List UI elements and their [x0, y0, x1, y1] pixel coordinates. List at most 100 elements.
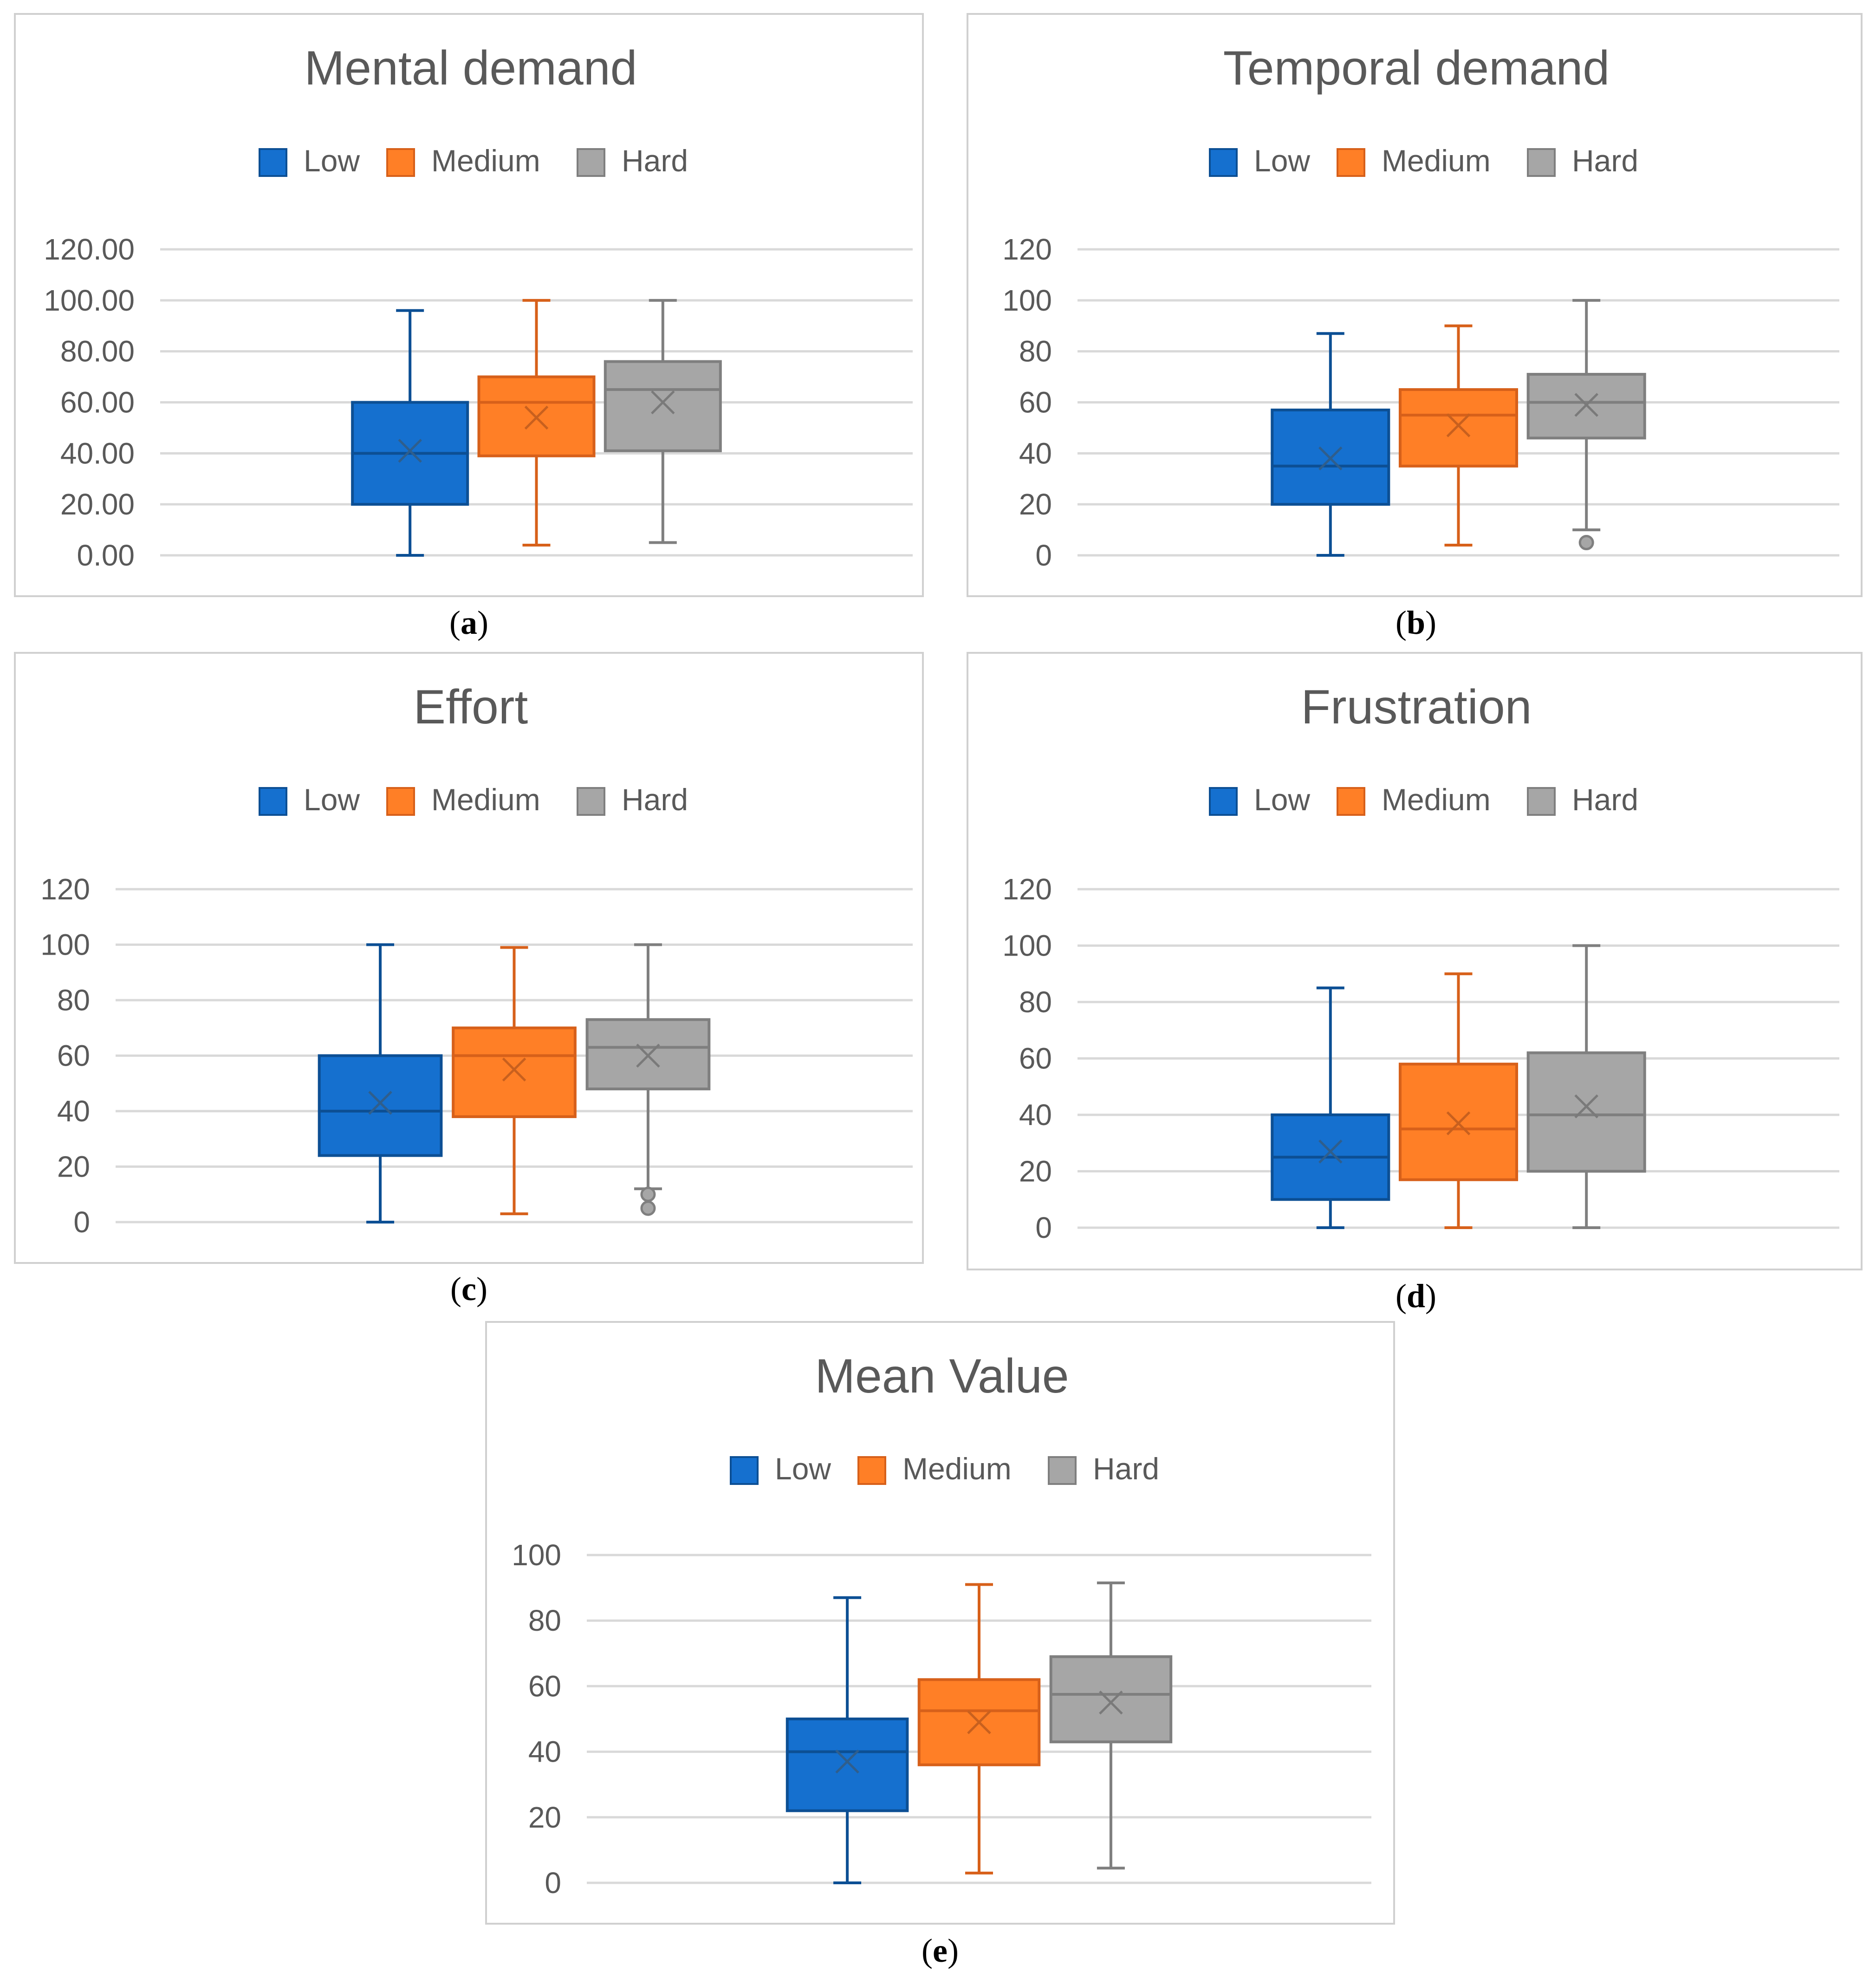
box-hard [1526, 1051, 1646, 1173]
chart-panel-a: Mental demand Low Medium Hard 0.00 20.00 40.00… [14, 13, 924, 597]
chart-svg-d: Frustration Low Medium Hard 0 20 40 60 80 100 120 [1002, 680, 1839, 1244]
mean-marker-low [1318, 1139, 1343, 1164]
caption-b: (b) [1395, 604, 1436, 641]
y-tick-label: 40 [1019, 1098, 1052, 1132]
chart-panel-c: Effort Low Medium Hard 0 20 40 60 80 100 120 [14, 652, 924, 1264]
y-tick-label: 60.00 [60, 386, 135, 419]
legend-label-low: Low [304, 143, 360, 178]
y-tick-label: 40 [1019, 436, 1052, 470]
legend-swatch-hard [577, 148, 605, 177]
mean-marker-hard [1574, 1094, 1598, 1119]
y-tick-label: 120 [40, 872, 90, 906]
legend-swatch-hard [1048, 1456, 1077, 1485]
chart-panel-d: Frustration Low Medium Hard 0 20 40 60 80 100 120 [967, 652, 1863, 1270]
chart-panel-e: Mean Value Low Medium Hard 0 20 40 60 80 100 [485, 1321, 1395, 1925]
mean-marker-low [1318, 446, 1343, 471]
legend-label-hard: Hard [1572, 143, 1638, 178]
legend-label-low: Low [1254, 143, 1310, 178]
outlier-point-hard [640, 1186, 656, 1202]
mean-marker-medium [524, 405, 549, 430]
chart-title: Effort [414, 680, 528, 734]
chart-svg-b: Temporal demand Low Medium Hard 0 20 40 60 80 100… [1002, 41, 1839, 572]
box-hard [585, 1018, 711, 1091]
legend-label-low: Low [304, 782, 360, 817]
mean-marker-hard [651, 390, 675, 415]
y-tick-label: 120 [1002, 872, 1052, 906]
y-tick-label: 100 [40, 928, 90, 962]
mean-marker-medium [967, 1710, 991, 1734]
chart-panel-b: Temporal demand Low Medium Hard 0 20 40 60 80 100… [967, 13, 1863, 597]
legend-swatch-low [1209, 148, 1238, 177]
caption-d: (d) [1395, 1277, 1436, 1315]
mean-marker-medium [1446, 413, 1471, 437]
legend-swatch-hard [1527, 148, 1556, 177]
caption-c: (c) [450, 1270, 487, 1308]
box-hard [1526, 373, 1646, 440]
y-tick-label: 120.00 [44, 233, 135, 266]
box-hard [1049, 1655, 1173, 1744]
chart-svg-a: Mental demand Low Medium Hard 0.00 20.00 40.00… [44, 41, 913, 572]
y-tick-label: 100 [512, 1538, 561, 1572]
legend-label-low: Low [1254, 782, 1310, 817]
caption-a: (a) [449, 604, 488, 641]
legend-swatch-medium [857, 1456, 886, 1485]
y-tick-label: 20 [1019, 488, 1052, 521]
legend-swatch-low [259, 787, 287, 816]
mean-marker-low [368, 1091, 392, 1115]
y-tick-label: 80.00 [60, 335, 135, 368]
chart-title: Temporal demand [1223, 41, 1610, 95]
legend-swatch-low [730, 1456, 759, 1485]
y-tick-label: 80 [57, 983, 90, 1017]
chart-svg-e: Mean Value Low Medium Hard 0 20 40 60 80 100 [512, 1349, 1371, 1900]
chart-title: Mental demand [305, 41, 637, 95]
outlier-point-hard [640, 1200, 656, 1216]
y-tick-label: 100 [1002, 284, 1052, 317]
box-low [785, 1718, 909, 1812]
y-tick-label: 0.00 [77, 539, 135, 572]
y-tick-label: 60 [57, 1039, 90, 1073]
box-hard [604, 360, 722, 452]
mean-marker-low [835, 1750, 859, 1774]
y-tick-label: 0 [1035, 1211, 1052, 1244]
mean-marker-hard [1099, 1690, 1123, 1715]
y-tick-label: 0 [73, 1205, 90, 1239]
legend-label-medium: Medium [1382, 782, 1491, 817]
y-tick-label: 60 [1019, 386, 1052, 419]
y-tick-label: 100.00 [44, 284, 135, 317]
chart-title: Frustration [1301, 680, 1532, 734]
y-tick-label: 80 [528, 1604, 561, 1637]
y-tick-label: 40 [57, 1094, 90, 1128]
legend-label-medium: Medium [431, 782, 540, 817]
legend-swatch-medium [1337, 148, 1365, 177]
y-tick-label: 0 [1035, 539, 1052, 572]
mean-marker-low [398, 439, 422, 463]
chart-svg-c: Effort Low Medium Hard 0 20 40 60 80 100 120 [40, 680, 913, 1239]
y-tick-label: 20 [1019, 1155, 1052, 1188]
y-tick-label: 80 [1019, 985, 1052, 1019]
y-tick-label: 60 [528, 1669, 561, 1703]
legend-label-medium: Medium [902, 1451, 1012, 1486]
legend-swatch-hard [1527, 787, 1556, 816]
mean-marker-hard [1574, 393, 1598, 417]
chart-title: Mean Value [815, 1349, 1069, 1403]
legend-swatch-medium [1337, 787, 1365, 816]
box-low [318, 1054, 443, 1157]
legend-swatch-low [259, 148, 287, 177]
mean-marker-medium [1446, 1111, 1471, 1135]
legend-label-hard: Hard [622, 782, 688, 817]
legend-swatch-low [1209, 787, 1238, 816]
y-tick-label: 20.00 [60, 488, 135, 521]
y-tick-label: 0 [545, 1866, 561, 1900]
y-tick-label: 40.00 [60, 436, 135, 470]
legend-label-low: Low [775, 1451, 831, 1486]
outlier-point-hard [1578, 535, 1594, 551]
mean-marker-hard [636, 1043, 660, 1068]
y-tick-label: 60 [1019, 1042, 1052, 1075]
legend-label-hard: Hard [1572, 782, 1638, 817]
y-tick-label: 80 [1019, 335, 1052, 368]
y-tick-label: 20 [57, 1150, 90, 1184]
legend-label-hard: Hard [1093, 1451, 1159, 1486]
box-medium [1398, 388, 1519, 468]
y-tick-label: 120 [1002, 233, 1052, 266]
mean-marker-medium [502, 1057, 526, 1082]
